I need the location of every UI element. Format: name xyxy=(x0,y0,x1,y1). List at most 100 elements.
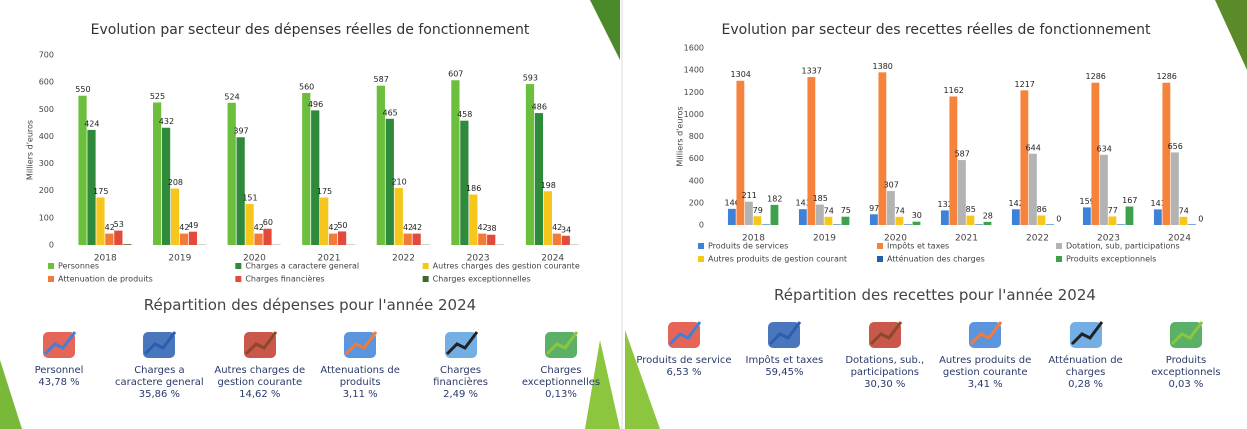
y-tick-label: 200 xyxy=(689,198,704,207)
item-label: Atténuation de charges xyxy=(1048,355,1123,378)
icon-shape xyxy=(970,321,1003,346)
data-label: 49 xyxy=(188,221,198,230)
data-label: 30 xyxy=(912,211,922,220)
data-label: 142 xyxy=(1009,199,1024,208)
bar xyxy=(478,233,487,245)
data-label: 50 xyxy=(337,221,347,230)
bar xyxy=(320,197,329,245)
legend-label: Autres charges des gestion courante xyxy=(433,262,580,271)
y-tick-label: 1400 xyxy=(684,66,704,75)
legend-swatch xyxy=(48,263,54,269)
bar xyxy=(179,233,189,245)
data-label: 28 xyxy=(983,211,993,220)
legend-swatch xyxy=(698,256,704,262)
data-label: 307 xyxy=(884,181,899,190)
bar xyxy=(78,95,87,245)
bar xyxy=(886,191,895,225)
item-label: Charges a caractere general xyxy=(115,365,204,388)
bar xyxy=(114,230,123,245)
legend-label: Atténuation des charges xyxy=(887,254,985,264)
data-label: 656 xyxy=(1168,142,1183,151)
legend-label: Impôts et taxes xyxy=(887,241,949,251)
breakdown-row: Personnel 43,78 % Charges a caractere gene… xyxy=(10,322,610,401)
y-tick-label: 100 xyxy=(39,213,54,222)
y-tick-label: 600 xyxy=(689,154,704,163)
x-tick-label: 2020 xyxy=(243,254,266,264)
data-label: 185 xyxy=(813,194,828,203)
bar xyxy=(96,197,105,245)
data-label: 560 xyxy=(299,83,314,92)
y-tick-label: 300 xyxy=(39,159,54,168)
bar xyxy=(534,113,544,245)
data-label: 42 xyxy=(412,223,422,232)
data-label: 85 xyxy=(966,205,976,214)
breakdown-title: Répartition des dépenses pour l'année 20… xyxy=(143,296,477,314)
bar xyxy=(727,208,736,225)
bar xyxy=(87,129,96,245)
bar xyxy=(1082,207,1091,225)
data-label: 42 xyxy=(179,223,189,232)
bar xyxy=(376,85,385,246)
data-label: 167 xyxy=(1122,196,1137,205)
icon xyxy=(544,331,579,358)
bar xyxy=(412,233,421,245)
item-value: 43,78 % xyxy=(38,377,80,388)
data-label: 458 xyxy=(457,110,472,119)
data-label: 175 xyxy=(93,187,108,196)
legend-swatch xyxy=(422,276,429,282)
bar xyxy=(161,127,171,245)
breakdown-item: Atténuation de charges 0,28 % xyxy=(1037,312,1135,391)
bar xyxy=(949,96,958,225)
breakdown-title: Répartition des recettes pour l'année 20… xyxy=(774,286,1096,304)
breakdown-item: Autres charges de gestion courante 14,62 … xyxy=(211,322,309,401)
legend-label: Autres produits de gestion courant xyxy=(708,255,847,264)
bar xyxy=(302,93,311,245)
data-label: 486 xyxy=(532,103,547,112)
decoration xyxy=(590,0,620,60)
icon xyxy=(43,331,77,358)
legend-swatch xyxy=(1056,243,1062,249)
bar xyxy=(329,233,338,245)
breakdown: Répartition des dépenses pour l'année 20… xyxy=(10,296,610,401)
breakdown: Répartition des recettes pour l'année 20… xyxy=(635,286,1235,391)
x-tick-label: 2019 xyxy=(168,254,191,264)
y-axis-label: Milliers d'euros xyxy=(676,106,685,166)
bar xyxy=(1020,90,1029,225)
item-label: Attenuations de produits xyxy=(320,365,400,388)
icon xyxy=(143,331,177,358)
data-label: 211 xyxy=(742,191,757,200)
icon-shape xyxy=(445,331,478,356)
breakdown-item: Autres produits de gestion courante 3,41 … xyxy=(936,312,1034,391)
data-label: 1162 xyxy=(944,86,964,95)
y-tick-label: 0 xyxy=(49,241,54,250)
bar xyxy=(1028,153,1037,225)
data-label: 97 xyxy=(869,204,879,213)
legend-label: Produits de services xyxy=(708,242,788,251)
data-label: 74 xyxy=(895,206,905,215)
data-label: 77 xyxy=(1108,206,1118,215)
data-label: 42 xyxy=(328,223,338,232)
data-label: 634 xyxy=(1097,144,1112,153)
bar xyxy=(824,216,833,225)
data-label: 143 xyxy=(796,199,811,208)
bar xyxy=(1117,224,1125,225)
icon xyxy=(243,331,277,358)
data-label: 593 xyxy=(523,74,538,83)
item-label: Autres produits de gestion courante xyxy=(939,355,1032,378)
bar xyxy=(966,215,975,225)
bar xyxy=(1011,209,1020,225)
bar xyxy=(1153,209,1162,225)
bar xyxy=(957,160,966,225)
bar xyxy=(236,137,245,245)
y-tick-label: 700 xyxy=(39,51,54,60)
icon xyxy=(668,321,702,348)
data-label: 74 xyxy=(824,206,834,215)
breakdown-item: Dotations, sub., participations 30,30 % xyxy=(836,312,934,391)
data-label: 607 xyxy=(448,70,463,79)
y-tick-label: 0 xyxy=(699,221,704,230)
data-label: 182 xyxy=(767,194,782,203)
decoration xyxy=(0,360,22,429)
bar xyxy=(394,188,403,245)
icon xyxy=(868,321,902,348)
